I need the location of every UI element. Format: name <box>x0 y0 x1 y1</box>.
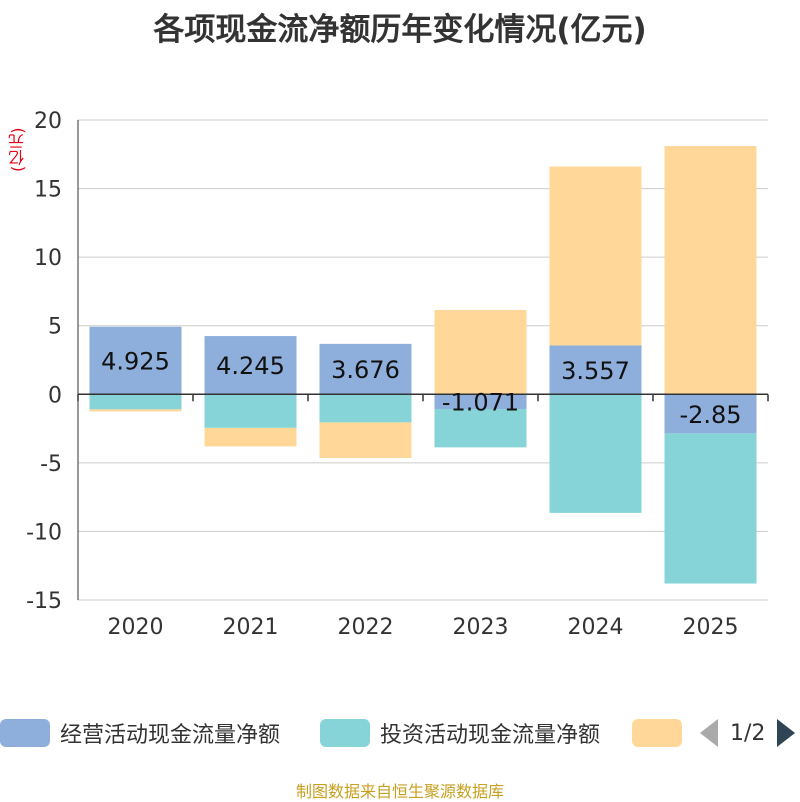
y-tick-label: 15 <box>34 178 62 203</box>
bar-series-1-2021 <box>204 394 297 428</box>
bar-series-2-2020 <box>89 409 182 412</box>
legend-label-operating: 经营活动现金流量净额 <box>60 723 281 748</box>
bar-series-2-2022 <box>319 422 412 459</box>
legend-swatch-operating <box>0 719 50 747</box>
x-tick-label: 2025 <box>683 615 739 640</box>
legend-item-operating[interactable]: 经营活动现金流量净额 <box>0 718 280 748</box>
bar-series-0-2022 <box>319 343 412 395</box>
x-tick-label: 2024 <box>568 615 624 640</box>
legend: 经营活动现金流量净额 投资活动现金流量净额 1/2 <box>0 712 800 756</box>
bar-series-0-2020 <box>89 326 182 395</box>
x-tick-label: 2022 <box>338 615 394 640</box>
chart-plot: 20 15 10 5 0 -5 -10 -15 4.925 4.245 3.676 -1.071 3.5… <box>26 109 769 640</box>
data-label: 4.925 <box>101 348 170 376</box>
legend-swatch-financing <box>632 719 682 747</box>
bar-series-2-2025 <box>664 146 757 395</box>
x-tick-label: 2021 <box>223 615 279 640</box>
legend-next-icon[interactable] <box>777 719 796 747</box>
y-tick-label: -10 <box>26 520 62 545</box>
data-label: -2.85 <box>679 401 741 429</box>
y-tick-label: -15 <box>26 589 62 614</box>
bar-series-0-2025 <box>664 394 757 434</box>
y-tick-label: 10 <box>34 246 62 271</box>
bar-series-1-2024 <box>549 394 642 513</box>
y-tick-label: -5 <box>40 452 62 477</box>
data-label: 3.557 <box>561 357 630 385</box>
legend-prev-icon[interactable] <box>700 719 718 747</box>
data-label: -1.071 <box>442 389 519 417</box>
chart-title: 各项现金流净额历年变化情况(亿元) <box>153 12 647 48</box>
bar-series-2-2021 <box>204 427 297 447</box>
y-tick-label: 20 <box>34 109 62 134</box>
bar-series-0-2021 <box>204 336 297 395</box>
bar-series-0-2023 <box>434 394 527 409</box>
legend-page-indicator: 1/2 <box>730 720 766 746</box>
legend-item-investing[interactable]: 投资活动现金流量净额 <box>320 718 600 748</box>
bar-series-1-2020 <box>89 394 182 410</box>
bar-series-2-2023 <box>434 309 527 395</box>
bar-series-0-2024 <box>549 345 642 395</box>
legend-swatch-investing <box>320 719 370 747</box>
legend-pager: 1/2 <box>700 718 796 748</box>
y-tick-label: 5 <box>48 315 62 340</box>
bar-series-2-2024 <box>549 166 642 346</box>
y-tick-label: 0 <box>48 383 62 408</box>
legend-item-financing[interactable] <box>632 718 692 748</box>
bar-series-1-2022 <box>319 394 412 423</box>
data-source-note: 制图数据来自恒生聚源数据库 <box>295 782 504 801</box>
data-label: 3.676 <box>331 356 400 384</box>
data-label: 4.245 <box>216 352 285 380</box>
x-tick-label: 2023 <box>453 615 509 640</box>
bar-series-1-2023 <box>434 408 527 448</box>
x-tick-label: 2020 <box>108 615 164 640</box>
legend-label-investing: 投资活动现金流量净额 <box>380 723 601 748</box>
bar-series-1-2025 <box>664 433 757 584</box>
